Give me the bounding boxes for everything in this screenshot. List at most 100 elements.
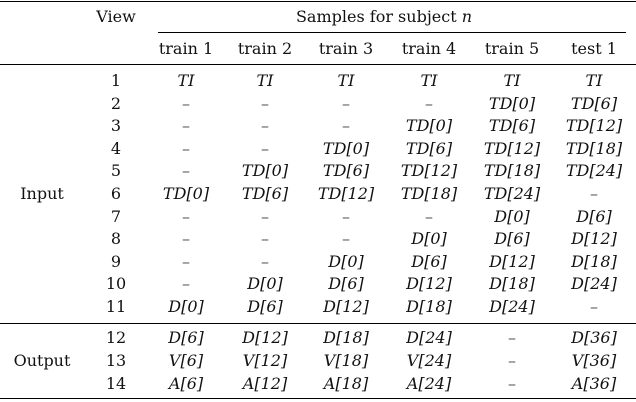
group-label-input: Input <box>20 184 64 203</box>
table-cell: TD[0] <box>241 161 289 181</box>
table-cell: TD[0] <box>162 184 210 203</box>
table-cell: A[12] <box>242 374 288 393</box>
table-cell: – <box>182 274 190 294</box>
view-number: 3 <box>110 116 122 136</box>
table-cell: D[12] <box>406 274 452 294</box>
table-cell: TI <box>503 71 521 90</box>
view-number: 14 <box>105 374 127 393</box>
header-view: View <box>96 7 136 26</box>
view-number: 8 <box>110 229 122 249</box>
table-cell: D[36] <box>571 328 617 347</box>
table-cell: D[18] <box>571 251 617 271</box>
view-number: 1 <box>110 71 122 90</box>
table-cell: A[18] <box>323 374 369 393</box>
table-cell: – <box>590 297 598 316</box>
table-cell: TI <box>256 71 274 90</box>
table-cell: TI <box>585 71 603 90</box>
table-cell: – <box>182 138 190 158</box>
column-header: train 4 <box>401 39 457 58</box>
table-cell: TD[0] <box>322 138 370 158</box>
table-cell: D[6] <box>411 251 447 271</box>
table-cell: TD[12] <box>317 184 375 203</box>
table-cell: D[18] <box>323 328 369 347</box>
table-cell: – <box>261 206 269 226</box>
table-cell: D[12] <box>323 297 369 316</box>
table-cell: D[6] <box>328 274 364 294</box>
table-cell: – <box>342 229 350 249</box>
table-cell: TD[0] <box>405 116 453 136</box>
table-cell: – <box>182 161 190 181</box>
table-cell: – <box>261 116 269 136</box>
view-number: 12 <box>105 328 127 347</box>
table-cell: – <box>182 206 190 226</box>
header-midrule <box>0 64 636 65</box>
table-cell: D[0] <box>494 206 530 226</box>
table-cell: – <box>508 328 516 347</box>
table-cell: V[24] <box>406 351 452 370</box>
table-cell: D[0] <box>411 229 447 249</box>
table-cell: TD[18] <box>400 184 458 203</box>
table-cell: D[6] <box>576 206 612 226</box>
table-cell: D[12] <box>489 251 535 271</box>
table-cell: – <box>342 116 350 136</box>
table-cell: – <box>590 184 598 203</box>
table-cell: D[12] <box>242 328 288 347</box>
table-cell: D[24] <box>406 328 452 347</box>
view-number: 4 <box>110 138 122 158</box>
top-rule <box>0 1 636 2</box>
table-cell: – <box>261 229 269 249</box>
table-cell: D[18] <box>406 297 452 316</box>
table-cell: TD[18] <box>483 161 541 181</box>
table-cell: V[18] <box>323 351 369 370</box>
table-cell: D[0] <box>328 251 364 271</box>
column-header: train 1 <box>158 39 214 58</box>
table-cell: D[24] <box>489 297 535 316</box>
header-samples: Samples for subject n <box>295 7 473 26</box>
view-number: 10 <box>105 274 127 294</box>
table-cell: A[24] <box>406 374 452 393</box>
column-header: train 3 <box>318 39 374 58</box>
table-cell: TI <box>420 71 438 90</box>
table-cell: – <box>182 229 190 249</box>
table-cell: D[18] <box>489 274 535 294</box>
table-cell: V[6] <box>168 351 204 370</box>
table-cell: TD[6] <box>488 116 536 136</box>
table-cell: D[6] <box>247 297 283 316</box>
table-cell: TD[6] <box>570 93 618 113</box>
table-cell: TD[18] <box>565 138 623 158</box>
table-cell: – <box>425 93 433 113</box>
column-header: test 1 <box>571 39 617 58</box>
view-number: 9 <box>110 251 122 271</box>
table-cell: D[6] <box>494 229 530 249</box>
header-cmidrule <box>158 32 626 33</box>
group-label-output: Output <box>13 351 71 370</box>
table-cell: TD[6] <box>322 161 370 181</box>
table-cell: – <box>261 138 269 158</box>
table-cell: A[6] <box>168 374 204 393</box>
table-cell: D[6] <box>168 328 204 347</box>
table-cell: – <box>342 93 350 113</box>
table-cell: TD[12] <box>483 138 541 158</box>
table-cell: – <box>342 206 350 226</box>
table-cell: – <box>425 206 433 226</box>
table-cell: TD[0] <box>488 93 536 113</box>
group-midrule <box>0 323 636 324</box>
view-number: 11 <box>105 297 127 316</box>
table-cell: TD[6] <box>241 184 289 203</box>
table-cell: A[36] <box>571 374 617 393</box>
table-cell: D[24] <box>571 274 617 294</box>
table-cell: – <box>508 374 516 393</box>
table-cell: D[12] <box>571 229 617 249</box>
table-cell: V[12] <box>242 351 288 370</box>
table-cell: TD[24] <box>483 184 541 203</box>
table-cell: TI <box>177 71 195 90</box>
table-cell: – <box>508 351 516 370</box>
table-cell: TD[12] <box>400 161 458 181</box>
table-cell: – <box>261 93 269 113</box>
table-cell: D[0] <box>168 297 204 316</box>
table-cell: – <box>182 116 190 136</box>
view-number: 6 <box>110 184 122 203</box>
view-number: 2 <box>110 93 122 113</box>
column-header: train 2 <box>237 39 293 58</box>
table-cell: TI <box>337 71 355 90</box>
